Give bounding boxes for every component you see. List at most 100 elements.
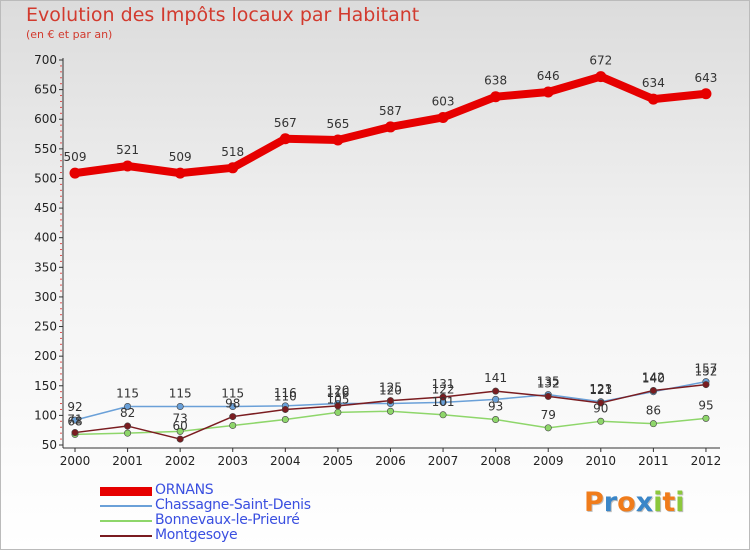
- data-point: [649, 387, 657, 395]
- data-point: [122, 160, 134, 172]
- data-label: 116: [326, 386, 349, 400]
- data-label: 101: [432, 395, 455, 409]
- y-tick-label: 500: [34, 171, 57, 185]
- data-point: [281, 405, 289, 413]
- data-point: [124, 429, 132, 437]
- x-tick-label: 2009: [533, 454, 564, 468]
- data-label: 132: [537, 376, 560, 390]
- data-label: 521: [116, 143, 139, 157]
- data-label: 90: [593, 401, 608, 415]
- data-label: 131: [432, 377, 455, 391]
- data-label: 643: [695, 71, 718, 85]
- data-point: [334, 408, 342, 416]
- logo-letter: x: [635, 487, 654, 518]
- data-label: 121: [589, 383, 612, 397]
- x-tick-label: 2004: [270, 454, 301, 468]
- legend-swatch-montgesoye: [100, 535, 152, 537]
- data-point: [595, 71, 607, 83]
- data-label: 509: [169, 150, 192, 164]
- logo-letter: i: [653, 487, 663, 518]
- y-tick-label: 200: [34, 349, 57, 363]
- data-label: 79: [541, 408, 556, 422]
- data-label: 565: [326, 117, 349, 131]
- legend-swatch-bonnevaux: [100, 520, 152, 522]
- data-label: 638: [484, 74, 507, 88]
- data-point: [71, 429, 79, 437]
- data-label: 587: [379, 104, 402, 118]
- data-point: [176, 435, 184, 443]
- data-label: 98: [225, 397, 240, 411]
- y-tick-label: 550: [34, 142, 57, 156]
- x-tick-label: 2000: [60, 454, 91, 468]
- data-label: 157: [695, 362, 718, 376]
- x-tick-label: 2007: [428, 454, 459, 468]
- data-label: 115: [116, 387, 139, 401]
- data-point: [649, 420, 657, 428]
- logo-letter: t: [662, 487, 676, 518]
- data-label: 115: [221, 387, 244, 401]
- x-tick-label: 2001: [112, 454, 143, 468]
- data-label: 125: [379, 381, 402, 395]
- data-point: [124, 422, 132, 430]
- y-tick-label: 100: [34, 408, 57, 422]
- data-label: 82: [120, 406, 135, 420]
- data-label: 110: [274, 389, 297, 403]
- data-label: 123: [589, 382, 612, 396]
- legend-label-chassagne: Chassagne-Saint-Denis: [155, 497, 311, 513]
- data-point: [437, 111, 449, 123]
- data-label: 140: [642, 372, 665, 386]
- y-tick-label: 150: [34, 379, 57, 393]
- data-label: 93: [488, 400, 503, 414]
- y-tick-label: 50: [42, 438, 57, 452]
- data-point: [647, 93, 659, 105]
- data-point: [69, 167, 81, 179]
- data-point: [281, 416, 289, 424]
- data-point: [702, 414, 710, 422]
- y-tick-label: 450: [34, 201, 57, 215]
- chart-subtitle: (en € et par an): [26, 28, 113, 41]
- data-point: [702, 381, 710, 389]
- data-label: 73: [173, 411, 188, 425]
- proxiti-logo: Proxiti: [584, 487, 685, 518]
- data-point: [439, 411, 447, 419]
- data-label: 634: [642, 76, 665, 90]
- legend-label-montgesoye: Montgesoye: [155, 527, 238, 543]
- data-label: 105: [326, 392, 349, 406]
- data-point: [386, 397, 394, 405]
- data-label: 92: [67, 400, 82, 414]
- legend-label-bonnevaux: Bonnevaux-le-Prieuré: [155, 512, 300, 528]
- data-label: 120: [326, 384, 349, 398]
- x-tick-label: 2006: [375, 454, 406, 468]
- data-label: 518: [221, 145, 244, 159]
- logo-letter: r: [603, 487, 618, 518]
- data-point: [229, 413, 237, 421]
- data-label: 120: [379, 384, 402, 398]
- y-tick-label: 250: [34, 320, 57, 334]
- data-point: [597, 417, 605, 425]
- data-label: 122: [432, 382, 455, 396]
- data-label: 115: [169, 387, 192, 401]
- data-label: 152: [695, 365, 718, 379]
- data-point: [492, 395, 500, 403]
- x-tick-label: 2003: [217, 454, 248, 468]
- data-label: 142: [642, 371, 665, 385]
- data-point: [174, 167, 186, 179]
- legend-swatch-ornans: [100, 487, 152, 496]
- x-tick-label: 2008: [480, 454, 511, 468]
- data-point: [439, 393, 447, 401]
- data-point: [700, 88, 712, 100]
- legend-swatch-chassagne: [100, 505, 152, 507]
- data-point: [386, 407, 394, 415]
- data-label: 603: [432, 94, 455, 108]
- data-label: 95: [698, 398, 713, 412]
- data-label: 141: [484, 371, 507, 385]
- data-label: 135: [537, 375, 560, 389]
- y-tick-label: 400: [34, 231, 57, 245]
- data-point: [229, 402, 237, 410]
- logo-letter: o: [617, 487, 636, 518]
- y-tick-label: 600: [34, 112, 57, 126]
- data-label: 68: [67, 414, 82, 428]
- logo-letter: i: [675, 487, 685, 518]
- data-point: [384, 121, 396, 133]
- data-point: [542, 86, 554, 98]
